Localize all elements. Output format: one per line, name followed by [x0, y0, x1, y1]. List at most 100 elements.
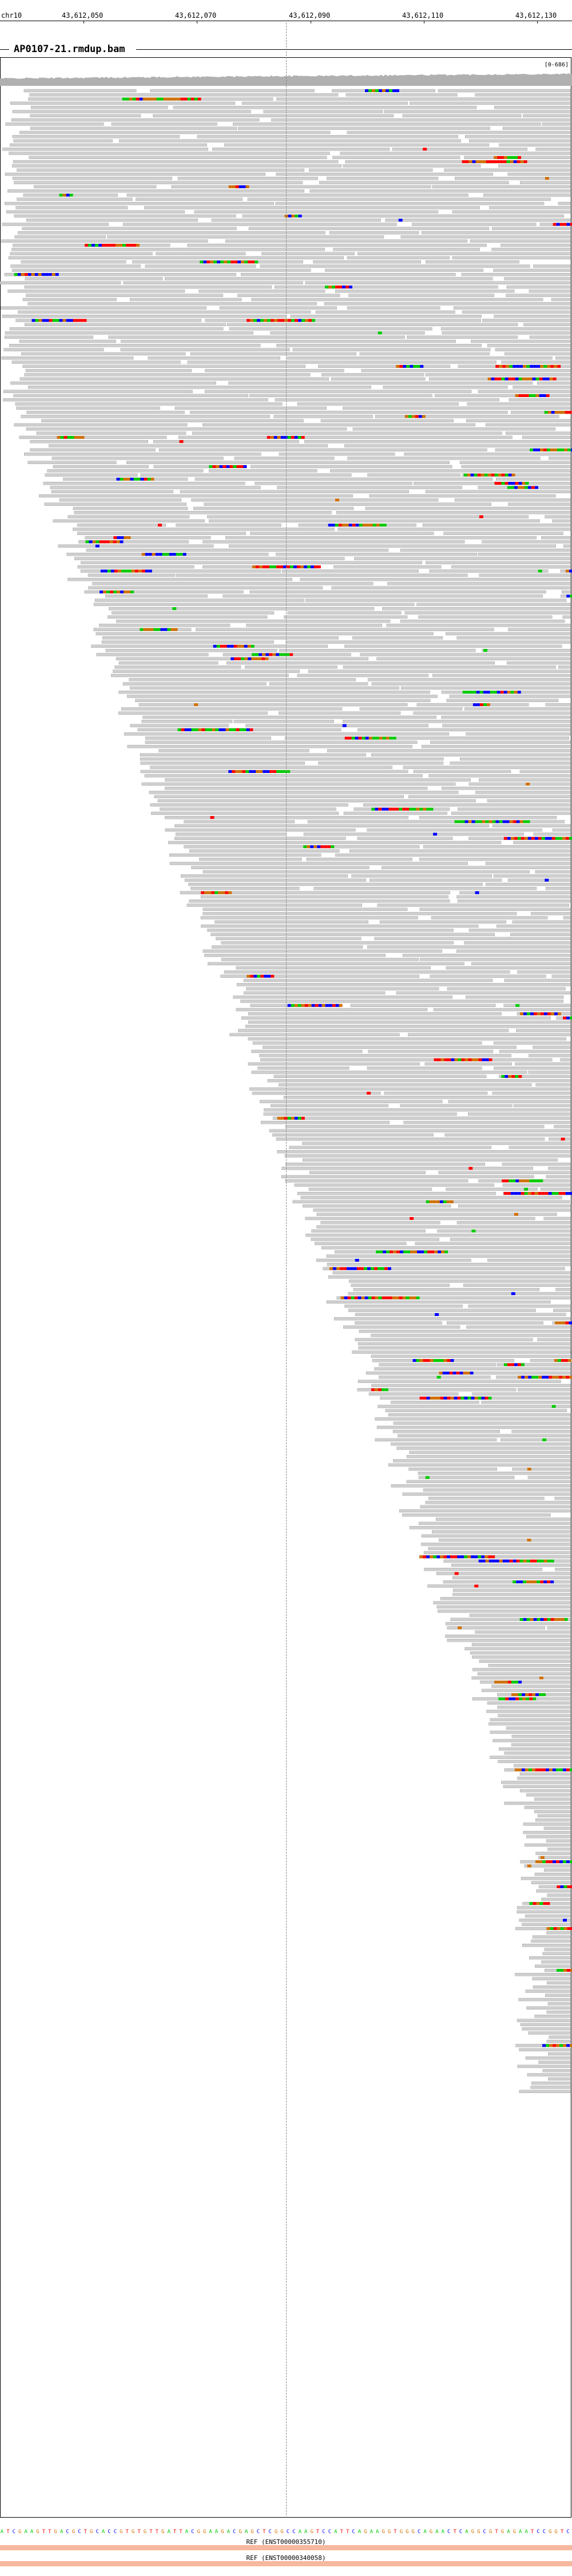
aligned-read[interactable] [384, 110, 571, 113]
aligned-read[interactable] [316, 1258, 471, 1262]
aligned-read[interactable] [116, 619, 391, 623]
aligned-read[interactable] [269, 682, 368, 685]
aligned-read[interactable] [148, 356, 280, 360]
aligned-read[interactable] [21, 415, 270, 418]
aligned-read[interactable] [379, 1376, 491, 1379]
aligned-read[interactable] [551, 298, 571, 302]
aligned-read[interactable] [22, 364, 306, 368]
aligned-read[interactable] [385, 219, 571, 222]
aligned-read[interactable] [261, 252, 355, 255]
aligned-read[interactable] [17, 168, 305, 172]
aligned-read[interactable] [248, 1062, 420, 1066]
aligned-read[interactable] [308, 1187, 432, 1191]
aligned-read[interactable] [348, 294, 494, 297]
aligned-read[interactable] [191, 866, 370, 870]
aligned-read[interactable] [383, 386, 508, 389]
aligned-read[interactable] [554, 1496, 571, 1500]
aligned-read[interactable] [309, 189, 571, 193]
aligned-read[interactable] [140, 473, 352, 477]
aligned-read[interactable] [391, 1484, 571, 1488]
aligned-read[interactable] [538, 2060, 571, 2064]
aligned-read[interactable] [402, 1513, 551, 1517]
aligned-read[interactable] [487, 1258, 571, 1262]
aligned-read[interactable] [285, 1179, 468, 1183]
aligned-read[interactable] [141, 720, 233, 723]
aligned-read[interactable] [236, 1008, 428, 1012]
aligned-read[interactable] [511, 1430, 571, 1433]
aligned-read[interactable] [141, 782, 456, 786]
aligned-read[interactable] [330, 469, 571, 473]
aligned-read[interactable] [425, 490, 571, 493]
aligned-read[interactable] [450, 762, 571, 765]
aligned-read[interactable] [96, 653, 209, 656]
aligned-read[interactable] [127, 744, 412, 748]
aligned-read[interactable] [549, 457, 571, 460]
aligned-read[interactable] [524, 1864, 571, 1868]
aligned-read[interactable] [15, 206, 128, 209]
aligned-read[interactable] [177, 177, 318, 180]
aligned-read[interactable] [469, 1614, 571, 1617]
aligned-read[interactable] [535, 1964, 571, 1968]
aligned-read[interactable] [468, 1112, 571, 1116]
aligned-read[interactable] [112, 611, 275, 615]
aligned-read[interactable] [393, 1459, 571, 1463]
aligned-read[interactable] [24, 373, 311, 377]
aligned-read[interactable] [499, 1747, 571, 1751]
aligned-read[interactable] [12, 135, 180, 138]
aligned-read[interactable] [74, 557, 345, 560]
aligned-read[interactable] [337, 528, 571, 531]
aligned-read[interactable] [558, 665, 571, 669]
aligned-read[interactable] [174, 837, 346, 840]
aligned-read[interactable] [271, 1104, 388, 1108]
aligned-read[interactable] [3, 390, 193, 393]
aligned-read[interactable] [94, 599, 305, 602]
aligned-read[interactable] [29, 156, 327, 159]
aligned-read[interactable] [399, 1509, 571, 1513]
aligned-read[interactable] [351, 874, 492, 878]
aligned-read[interactable] [419, 815, 557, 819]
aligned-read[interactable] [14, 181, 303, 184]
aligned-read[interactable] [529, 335, 571, 339]
aligned-read[interactable] [451, 1563, 571, 1567]
aligned-read[interactable] [281, 1175, 534, 1179]
aligned-read[interactable] [17, 197, 133, 201]
aligned-read[interactable] [357, 252, 571, 255]
aligned-read[interactable] [509, 398, 571, 402]
aligned-read[interactable] [88, 573, 176, 577]
aligned-read[interactable] [304, 440, 571, 443]
aligned-read[interactable] [541, 536, 571, 540]
aligned-read[interactable] [77, 565, 194, 569]
aligned-read[interactable] [542, 1952, 571, 1956]
aligned-read[interactable] [168, 841, 502, 845]
aligned-read[interactable] [51, 490, 173, 493]
aligned-read[interactable] [191, 498, 439, 502]
aligned-read[interactable] [165, 828, 356, 832]
aligned-read[interactable] [145, 264, 256, 268]
aligned-read[interactable] [466, 419, 571, 422]
aligned-read[interactable] [489, 206, 571, 209]
aligned-read[interactable] [165, 815, 409, 819]
aligned-read[interactable] [233, 995, 452, 999]
aligned-read[interactable] [229, 1033, 400, 1037]
aligned-read[interactable] [530, 2086, 571, 2089]
aligned-read[interactable] [371, 753, 571, 756]
aligned-read[interactable] [248, 1012, 502, 1016]
aligned-read[interactable] [471, 1676, 571, 1680]
aligned-read[interactable] [349, 849, 571, 853]
aligned-read[interactable] [140, 762, 305, 765]
aligned-read[interactable] [543, 1216, 571, 1220]
aligned-read[interactable] [25, 277, 163, 280]
aligned-read[interactable] [7, 189, 304, 193]
aligned-read[interactable] [19, 377, 329, 381]
aligned-read[interactable] [532, 1977, 571, 1980]
aligned-read[interactable] [430, 974, 546, 978]
aligned-read[interactable] [536, 1889, 571, 1893]
aligned-read[interactable] [519, 1789, 571, 1793]
aligned-read[interactable] [357, 1388, 517, 1392]
aligned-read[interactable] [335, 290, 515, 293]
aligned-read[interactable] [486, 882, 571, 886]
aligned-read[interactable] [528, 1071, 571, 1074]
aligned-read[interactable] [13, 139, 113, 142]
aligned-read[interactable] [173, 105, 477, 109]
aligned-read[interactable] [261, 1120, 390, 1124]
